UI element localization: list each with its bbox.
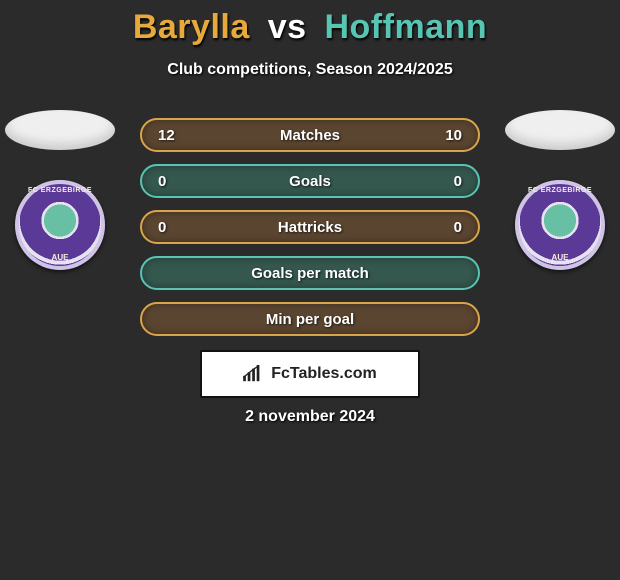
attribution-text: FcTables.com bbox=[271, 365, 377, 383]
left-column bbox=[0, 110, 120, 270]
player1-club-badge bbox=[15, 180, 105, 270]
stat-label: Goals per match bbox=[142, 265, 478, 282]
stat-label: Min per goal bbox=[142, 311, 478, 328]
stat-row-goals: 0 Goals 0 bbox=[140, 164, 480, 198]
stat-row-hattricks: 0 Hattricks 0 bbox=[140, 210, 480, 244]
stat-label: Matches bbox=[142, 127, 478, 144]
stat-value-left: 0 bbox=[158, 219, 178, 236]
barchart-icon bbox=[243, 365, 265, 383]
right-column bbox=[500, 110, 620, 270]
stat-value-left: 0 bbox=[158, 173, 178, 190]
player1-name: Barylla bbox=[133, 8, 250, 46]
player1-avatar-placeholder bbox=[5, 110, 115, 150]
stat-value-right: 10 bbox=[442, 127, 462, 144]
comparison-infographic: Barylla vs Hoffmann Club competitions, S… bbox=[0, 0, 620, 580]
stat-row-goals-per-match: Goals per match bbox=[140, 256, 480, 290]
stat-label: Hattricks bbox=[142, 219, 478, 236]
vs-separator: vs bbox=[268, 8, 307, 46]
stat-value-right: 0 bbox=[442, 173, 462, 190]
player2-avatar-placeholder bbox=[505, 110, 615, 150]
stat-value-left: 12 bbox=[158, 127, 178, 144]
stat-row-matches: 12 Matches 10 bbox=[140, 118, 480, 152]
stat-rows: 12 Matches 10 0 Goals 0 0 Hattricks 0 Go… bbox=[140, 118, 480, 336]
player2-club-badge bbox=[515, 180, 605, 270]
stat-row-min-per-goal: Min per goal bbox=[140, 302, 480, 336]
stat-value-right: 0 bbox=[442, 219, 462, 236]
player2-name: Hoffmann bbox=[324, 8, 487, 46]
date-label: 2 november 2024 bbox=[0, 408, 620, 426]
subtitle: Club competitions, Season 2024/2025 bbox=[0, 61, 620, 79]
stat-label: Goals bbox=[142, 173, 478, 190]
attribution-badge: FcTables.com bbox=[200, 350, 420, 398]
page-title: Barylla vs Hoffmann bbox=[0, 0, 620, 47]
